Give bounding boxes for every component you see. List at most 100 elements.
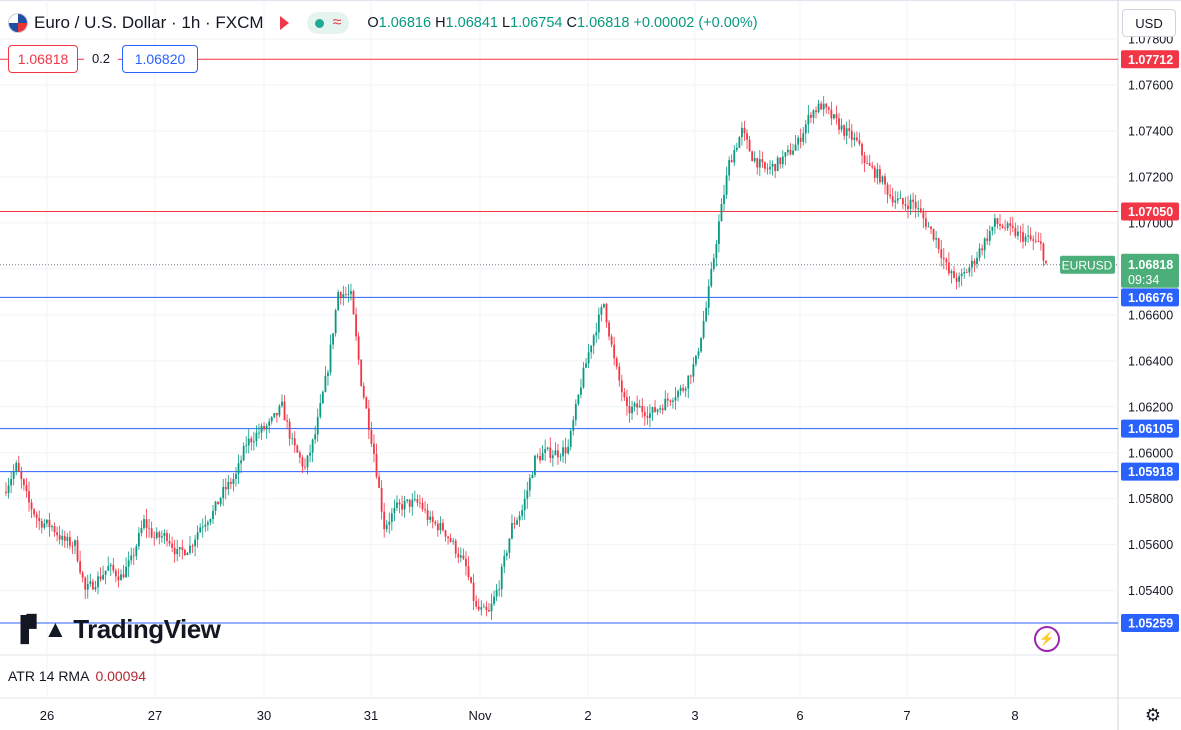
sell-button[interactable]: 1.06818 bbox=[8, 45, 78, 73]
candle-body bbox=[1004, 227, 1007, 229]
candle-body bbox=[677, 391, 679, 398]
candle-body bbox=[99, 576, 102, 580]
candle-body bbox=[380, 487, 383, 512]
candle-body bbox=[321, 391, 324, 404]
candle-body bbox=[373, 443, 375, 454]
candle-body bbox=[960, 273, 963, 277]
status-pill[interactable]: ≈ bbox=[306, 12, 350, 34]
atr-indicator-label[interactable]: ATR 14 RMA 0.00094 bbox=[8, 668, 146, 684]
candle-body bbox=[787, 149, 789, 153]
candle-body bbox=[114, 570, 117, 577]
candle-body bbox=[120, 574, 122, 581]
candle-body bbox=[919, 208, 922, 213]
candle-body bbox=[375, 453, 378, 477]
candle-body bbox=[996, 218, 999, 225]
candle-body bbox=[580, 387, 582, 395]
level-tag-label: 1.06105 bbox=[1128, 422, 1173, 436]
time-tick-label: 7 bbox=[903, 708, 910, 723]
candle-body bbox=[797, 137, 800, 145]
candle-body bbox=[5, 491, 7, 493]
candle-body bbox=[237, 463, 240, 474]
candle-body bbox=[600, 307, 603, 315]
symbol-tag-bg bbox=[1060, 255, 1115, 274]
time-tick-label: 6 bbox=[796, 708, 803, 723]
candle-body bbox=[715, 243, 718, 259]
candle-body bbox=[498, 589, 501, 591]
candle-body bbox=[590, 345, 593, 353]
settings-gear-icon[interactable]: ⚙ bbox=[1144, 705, 1162, 725]
candle-body bbox=[983, 238, 986, 251]
candle-body bbox=[792, 150, 794, 155]
candle-body bbox=[672, 400, 674, 402]
wave-icon: ≈ bbox=[332, 14, 342, 31]
candle-body bbox=[370, 429, 373, 444]
candle-body bbox=[723, 194, 725, 204]
candle-body bbox=[764, 162, 766, 169]
candle-body bbox=[508, 538, 511, 553]
candle-body bbox=[628, 405, 631, 414]
spread-value: 0.2 bbox=[84, 45, 118, 71]
candle-body bbox=[1014, 227, 1017, 236]
level-tag-bg bbox=[1121, 50, 1179, 69]
candle-body bbox=[536, 455, 539, 457]
currency-selector[interactable]: USD bbox=[1122, 9, 1176, 37]
candle-body bbox=[845, 128, 848, 136]
candle-body bbox=[557, 450, 559, 458]
candle-body bbox=[475, 600, 478, 607]
candle-body bbox=[917, 208, 920, 209]
candle-body bbox=[459, 555, 462, 558]
candle-body bbox=[235, 473, 237, 480]
currency-label: USD bbox=[1135, 15, 1163, 31]
candle-body bbox=[79, 561, 82, 573]
tradingview-logo[interactable]: ▐▘▲ TradingView bbox=[12, 614, 221, 644]
price-tick-label: 1.05400 bbox=[1128, 584, 1173, 598]
candle-body bbox=[470, 577, 472, 583]
time-tick-label: 26 bbox=[40, 708, 54, 723]
candle-body bbox=[771, 164, 774, 167]
candle-body bbox=[656, 409, 659, 412]
candle-body bbox=[181, 547, 184, 550]
candle-body bbox=[912, 199, 915, 202]
open-value: 1.06816 bbox=[378, 15, 432, 31]
candle-body bbox=[702, 321, 705, 338]
candle-body bbox=[232, 479, 235, 484]
symbol-title[interactable]: Euro / U.S. Dollar · 1h · FXCM bbox=[34, 13, 264, 32]
candle-body bbox=[610, 336, 613, 345]
candle-body bbox=[495, 589, 498, 597]
candle-body bbox=[572, 420, 575, 431]
high-value: 1.06841 bbox=[445, 15, 498, 31]
candle-body bbox=[477, 606, 480, 610]
candle-body bbox=[799, 137, 802, 142]
candle-body bbox=[605, 303, 608, 323]
price-tick-label: 1.06400 bbox=[1128, 354, 1173, 368]
candle-body bbox=[1006, 223, 1009, 229]
candle-body bbox=[56, 532, 59, 536]
candle-body bbox=[1039, 241, 1042, 244]
candle-body bbox=[999, 224, 1001, 226]
candle-body bbox=[654, 407, 656, 412]
candle-body bbox=[769, 166, 771, 170]
candle-body bbox=[825, 103, 828, 108]
candle-body bbox=[559, 456, 562, 458]
candle-body bbox=[447, 536, 449, 539]
candle-body bbox=[319, 403, 322, 417]
candle-body bbox=[720, 203, 723, 222]
candle-body bbox=[830, 109, 833, 119]
candle-body bbox=[945, 259, 948, 263]
buy-button[interactable]: 1.06820 bbox=[122, 45, 198, 73]
lightning-icon[interactable]: ⚡ bbox=[1034, 626, 1060, 652]
candle-body bbox=[488, 610, 490, 612]
candle-body bbox=[482, 606, 485, 608]
candle-body bbox=[970, 260, 973, 268]
candle-body bbox=[554, 450, 557, 456]
candle-body bbox=[396, 502, 398, 508]
candle-body bbox=[214, 501, 217, 511]
candle-body bbox=[263, 426, 265, 430]
candles bbox=[5, 96, 1047, 621]
time-axis[interactable]: 26 27 30 31 Nov 2 3 6 7 8 bbox=[40, 708, 1019, 723]
alert-bell-icon[interactable] bbox=[279, 16, 289, 30]
candle-body bbox=[626, 397, 628, 406]
candle-body bbox=[66, 536, 69, 541]
price-axis[interactable]: 1.05400 1.05600 1.05800 1.06000 1.06200 1.064… bbox=[1128, 33, 1173, 599]
